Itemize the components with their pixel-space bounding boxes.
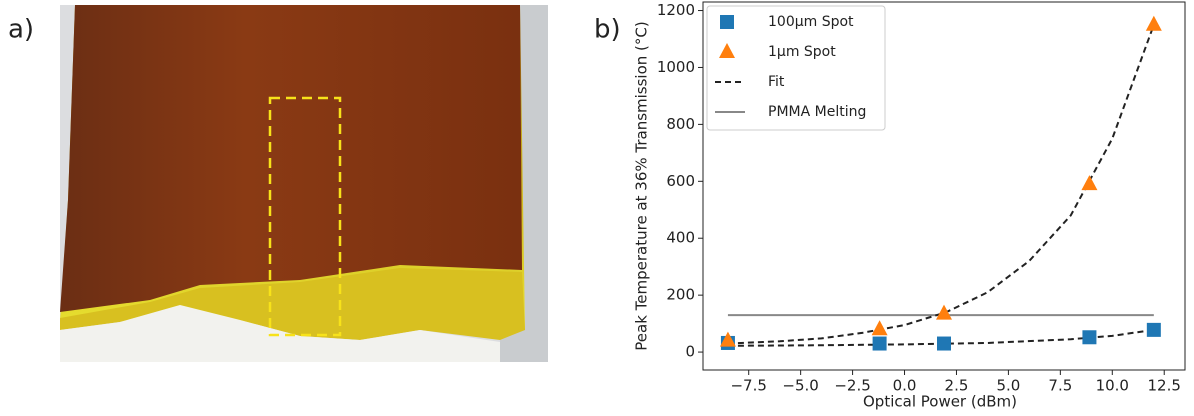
figure: a) b) Optical Power (dBm) Peak Temperatu… xyxy=(0,0,1194,416)
y-tick-label: 0 xyxy=(685,343,695,361)
y-tick-label: 1200 xyxy=(657,1,695,19)
x-tick-label: 12.5 xyxy=(1148,377,1181,395)
panel-label: b) xyxy=(594,15,621,45)
panel-label: a) xyxy=(8,15,34,45)
triangle-marker xyxy=(1081,175,1097,190)
y-tick-label: 800 xyxy=(666,115,695,133)
y-tick-label: 200 xyxy=(666,286,695,304)
square-marker xyxy=(873,337,887,351)
x-tick-label: 5.0 xyxy=(996,377,1020,395)
legend-label: Fit xyxy=(768,74,785,90)
x-tick-label: 0.0 xyxy=(893,377,917,395)
y-tick-label: 600 xyxy=(666,172,695,190)
square-marker xyxy=(1147,323,1161,337)
triangle-marker xyxy=(936,305,952,320)
x-axis-label: Optical Power (dBm) xyxy=(863,393,1017,411)
square-marker xyxy=(720,15,734,29)
x-tick-label: 7.5 xyxy=(1048,377,1072,395)
y-axis-label: Peak Temperature at 36% Transmission (°C… xyxy=(633,21,651,350)
x-tick-label: 10.0 xyxy=(1096,377,1129,395)
y-tick-label: 1000 xyxy=(657,58,695,76)
legend-label: 100μm Spot xyxy=(768,14,854,30)
x-tick-label: 2.5 xyxy=(945,377,969,395)
y-tick-label: 400 xyxy=(666,229,695,247)
legend-label: 1μm Spot xyxy=(768,44,836,60)
square-marker xyxy=(937,337,951,351)
x-tick-label: −5.0 xyxy=(782,377,818,395)
triangle-marker xyxy=(872,320,888,335)
x-tick-label: −7.5 xyxy=(730,377,766,395)
legend-label: PMMA Melting xyxy=(768,104,866,120)
square-marker xyxy=(1082,330,1096,344)
triangle-marker xyxy=(1146,16,1162,31)
photo xyxy=(60,5,548,362)
page: {"panel_labels": ["a)", "b)"], "chart_da… xyxy=(0,0,1194,416)
x-tick-label: −2.5 xyxy=(834,377,870,395)
